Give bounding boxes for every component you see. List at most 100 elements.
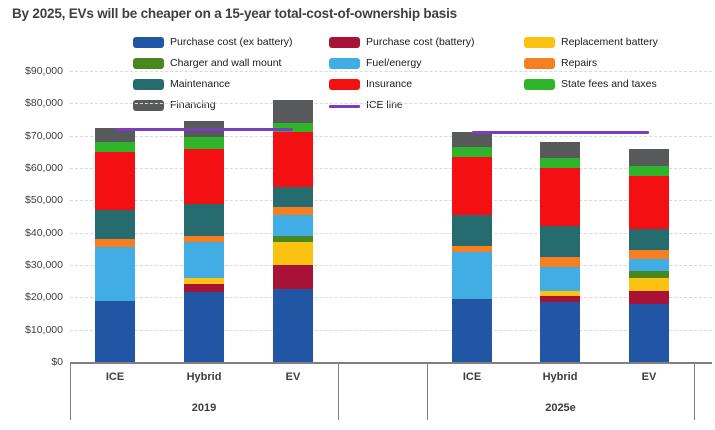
y-axis-tick-label: $0 [51, 356, 63, 368]
bar-segment [452, 252, 492, 299]
bar-segment [629, 176, 669, 230]
bar-segment [273, 235, 313, 243]
group-bracket [338, 362, 339, 420]
legend-label: Maintenance [170, 78, 231, 90]
legend-color-swatch [329, 79, 360, 90]
gridline [70, 232, 712, 234]
bar-segment [273, 242, 313, 265]
bar-segment [184, 148, 224, 204]
category-label: ICE [105, 371, 125, 383]
category-label: EV [285, 371, 301, 383]
bar-segment [629, 271, 669, 278]
legend-color-swatch [133, 58, 164, 69]
category-label: ICE [462, 371, 482, 383]
bar-segment [540, 290, 580, 296]
bar-segment [629, 166, 669, 177]
bar-segment [452, 146, 492, 157]
bar-segment [95, 127, 135, 143]
group-bracket [694, 362, 695, 420]
y-axis-tick-label: $50,000 [25, 194, 63, 207]
legend-color-swatch [524, 79, 555, 90]
y-axis-tick-label: $10,000 [25, 323, 63, 336]
category-label: EV [641, 371, 657, 383]
bar-segment [184, 292, 224, 362]
group-label: 2025e [545, 402, 576, 414]
bar-segment [540, 226, 580, 257]
y-axis-tick-label: $60,000 [25, 162, 63, 174]
legend-label: Purchase cost (ex battery) [170, 36, 293, 48]
gridline [70, 71, 712, 72]
bar-segment [273, 214, 313, 236]
bar-segment [184, 137, 224, 149]
group-bracket [427, 362, 428, 420]
bar-segment [273, 132, 313, 188]
bar-segment [273, 187, 313, 207]
bar-segment [452, 132, 492, 147]
bar-segment [629, 250, 669, 259]
bar-segment [273, 100, 313, 123]
category-label: Hybrid [542, 371, 578, 383]
y-axis-tick-label: $80,000 [25, 97, 63, 110]
bar-segment [95, 151, 135, 211]
bar-segment [452, 214, 492, 246]
bar-segment [629, 277, 669, 291]
ice-reference-line [115, 127, 293, 131]
legend-label: Purchase cost (battery) [366, 36, 475, 48]
legend-color-swatch [329, 58, 360, 69]
gridline [70, 200, 712, 202]
legend-label: Insurance [366, 78, 413, 90]
bar-segment [540, 168, 580, 227]
x-axis-line [70, 362, 712, 364]
category-label: Hybrid [186, 371, 222, 383]
gridline [70, 329, 712, 331]
gridline [70, 168, 712, 169]
legend-label: Replacement battery [561, 36, 658, 48]
bar-segment [452, 298, 492, 362]
legend-label: Fuel/energy [366, 57, 422, 69]
bar-segment [95, 247, 135, 301]
bar-segment [629, 229, 669, 251]
gridline [70, 135, 712, 137]
bar-segment [184, 284, 224, 293]
legend-label: Charger and wall mount [170, 57, 282, 69]
bar-segment [184, 235, 224, 243]
bar-segment [540, 256, 580, 267]
y-axis-tick-label: $40,000 [25, 226, 63, 239]
legend-label: State fees and taxes [561, 78, 657, 90]
bar-segment [273, 122, 313, 133]
group-label: 2019 [191, 402, 217, 414]
legend-label: ICE line [366, 99, 403, 111]
bar-segment [629, 148, 669, 167]
bar-segment [452, 245, 492, 253]
gridline [70, 103, 712, 105]
bar-segment [273, 206, 313, 215]
y-axis-tick-label: $30,000 [25, 259, 63, 271]
bar-segment [184, 242, 224, 278]
bar-segment [540, 142, 580, 159]
ice-reference-line [472, 130, 649, 134]
bar-segment [95, 300, 135, 362]
bar-segment [629, 258, 669, 272]
bar-segment [452, 156, 492, 215]
group-bracket [70, 362, 71, 420]
legend-color-swatch [524, 37, 555, 48]
bar-segment [273, 265, 313, 290]
legend-color-swatch [133, 37, 164, 48]
legend-label: Financing [170, 99, 216, 111]
bar-segment [540, 266, 580, 291]
legend-color-swatch [133, 100, 164, 111]
bar-segment [273, 289, 313, 362]
legend-color-swatch [329, 37, 360, 48]
legend-label: Repairs [561, 57, 598, 69]
bar-segment [540, 158, 580, 168]
bar-segment [95, 239, 135, 248]
bar-segment [629, 303, 669, 362]
bar-segment [184, 203, 224, 236]
gridline [70, 297, 712, 299]
bar-segment [184, 277, 224, 285]
bar-segment [629, 290, 669, 304]
legend-line-swatch [329, 105, 360, 108]
bar-segment [540, 302, 580, 362]
bar-segment [95, 142, 135, 152]
